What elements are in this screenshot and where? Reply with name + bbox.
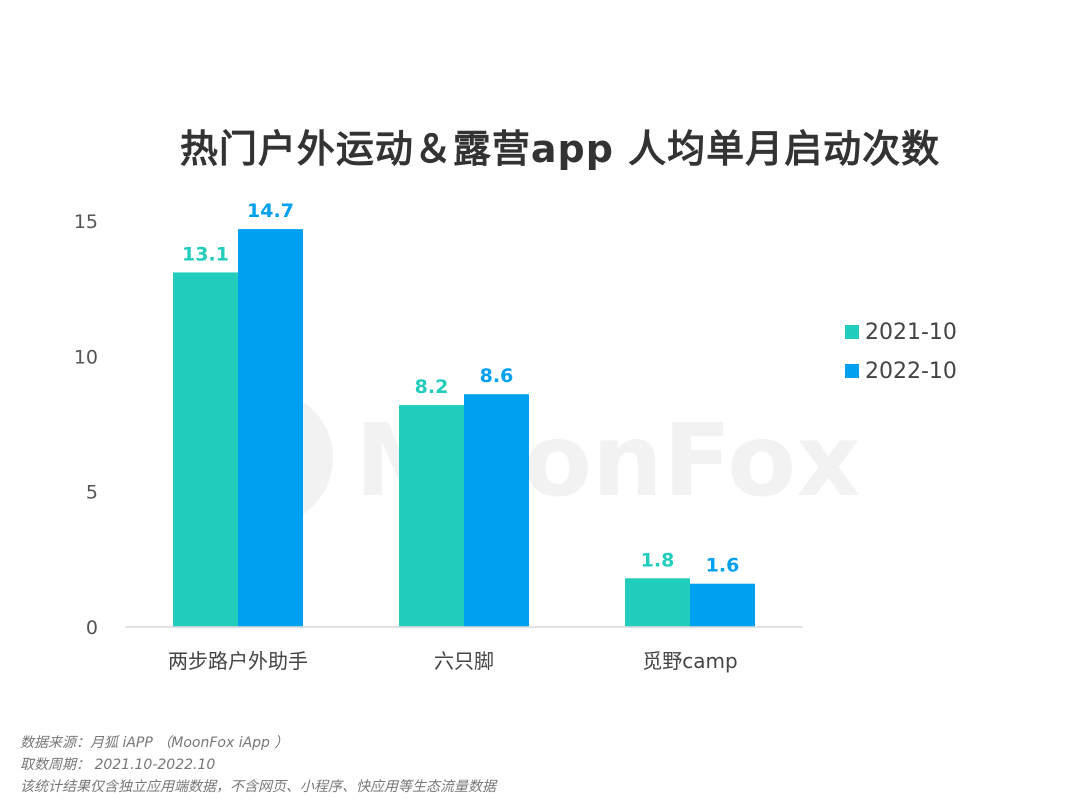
bar [238,229,303,627]
bar [173,272,238,627]
y-tick-label: 15 [74,211,98,233]
legend-swatch [845,325,859,339]
y-tick-label: 10 [74,346,98,368]
bar [399,405,464,627]
data-label: 8.2 [415,376,449,398]
x-tick-label: 六只脚 [434,649,494,673]
footer-period: 取数周期： 2021.10-2022.10 [20,757,216,773]
data-label: 13.1 [182,243,229,265]
x-tick-label: 两步路户外助手 [168,649,308,673]
y-tick-label: 0 [86,617,98,639]
data-label: 1.8 [641,549,675,571]
footer-note: 该统计结果仅含独立应用端数据，不含网页、小程序、快应用等生态流量数据 [20,779,496,795]
legend-swatch [845,364,859,378]
data-label: 1.6 [706,555,740,577]
bar [690,583,755,627]
bar [625,578,690,627]
bar [464,394,529,627]
data-label: 8.6 [480,365,514,387]
x-tick-label: 觅野camp [642,649,737,673]
data-label: 14.7 [247,200,294,222]
chart-title: 热门户外运动＆露营app 人均单月启动次数 [179,127,941,171]
legend-label: 2021-10 [865,320,957,345]
footer-source: 数据来源：月狐 iAPP （MoonFox iApp ） [20,735,289,751]
y-tick-label: 5 [86,482,98,504]
legend-label: 2022-10 [865,359,957,384]
